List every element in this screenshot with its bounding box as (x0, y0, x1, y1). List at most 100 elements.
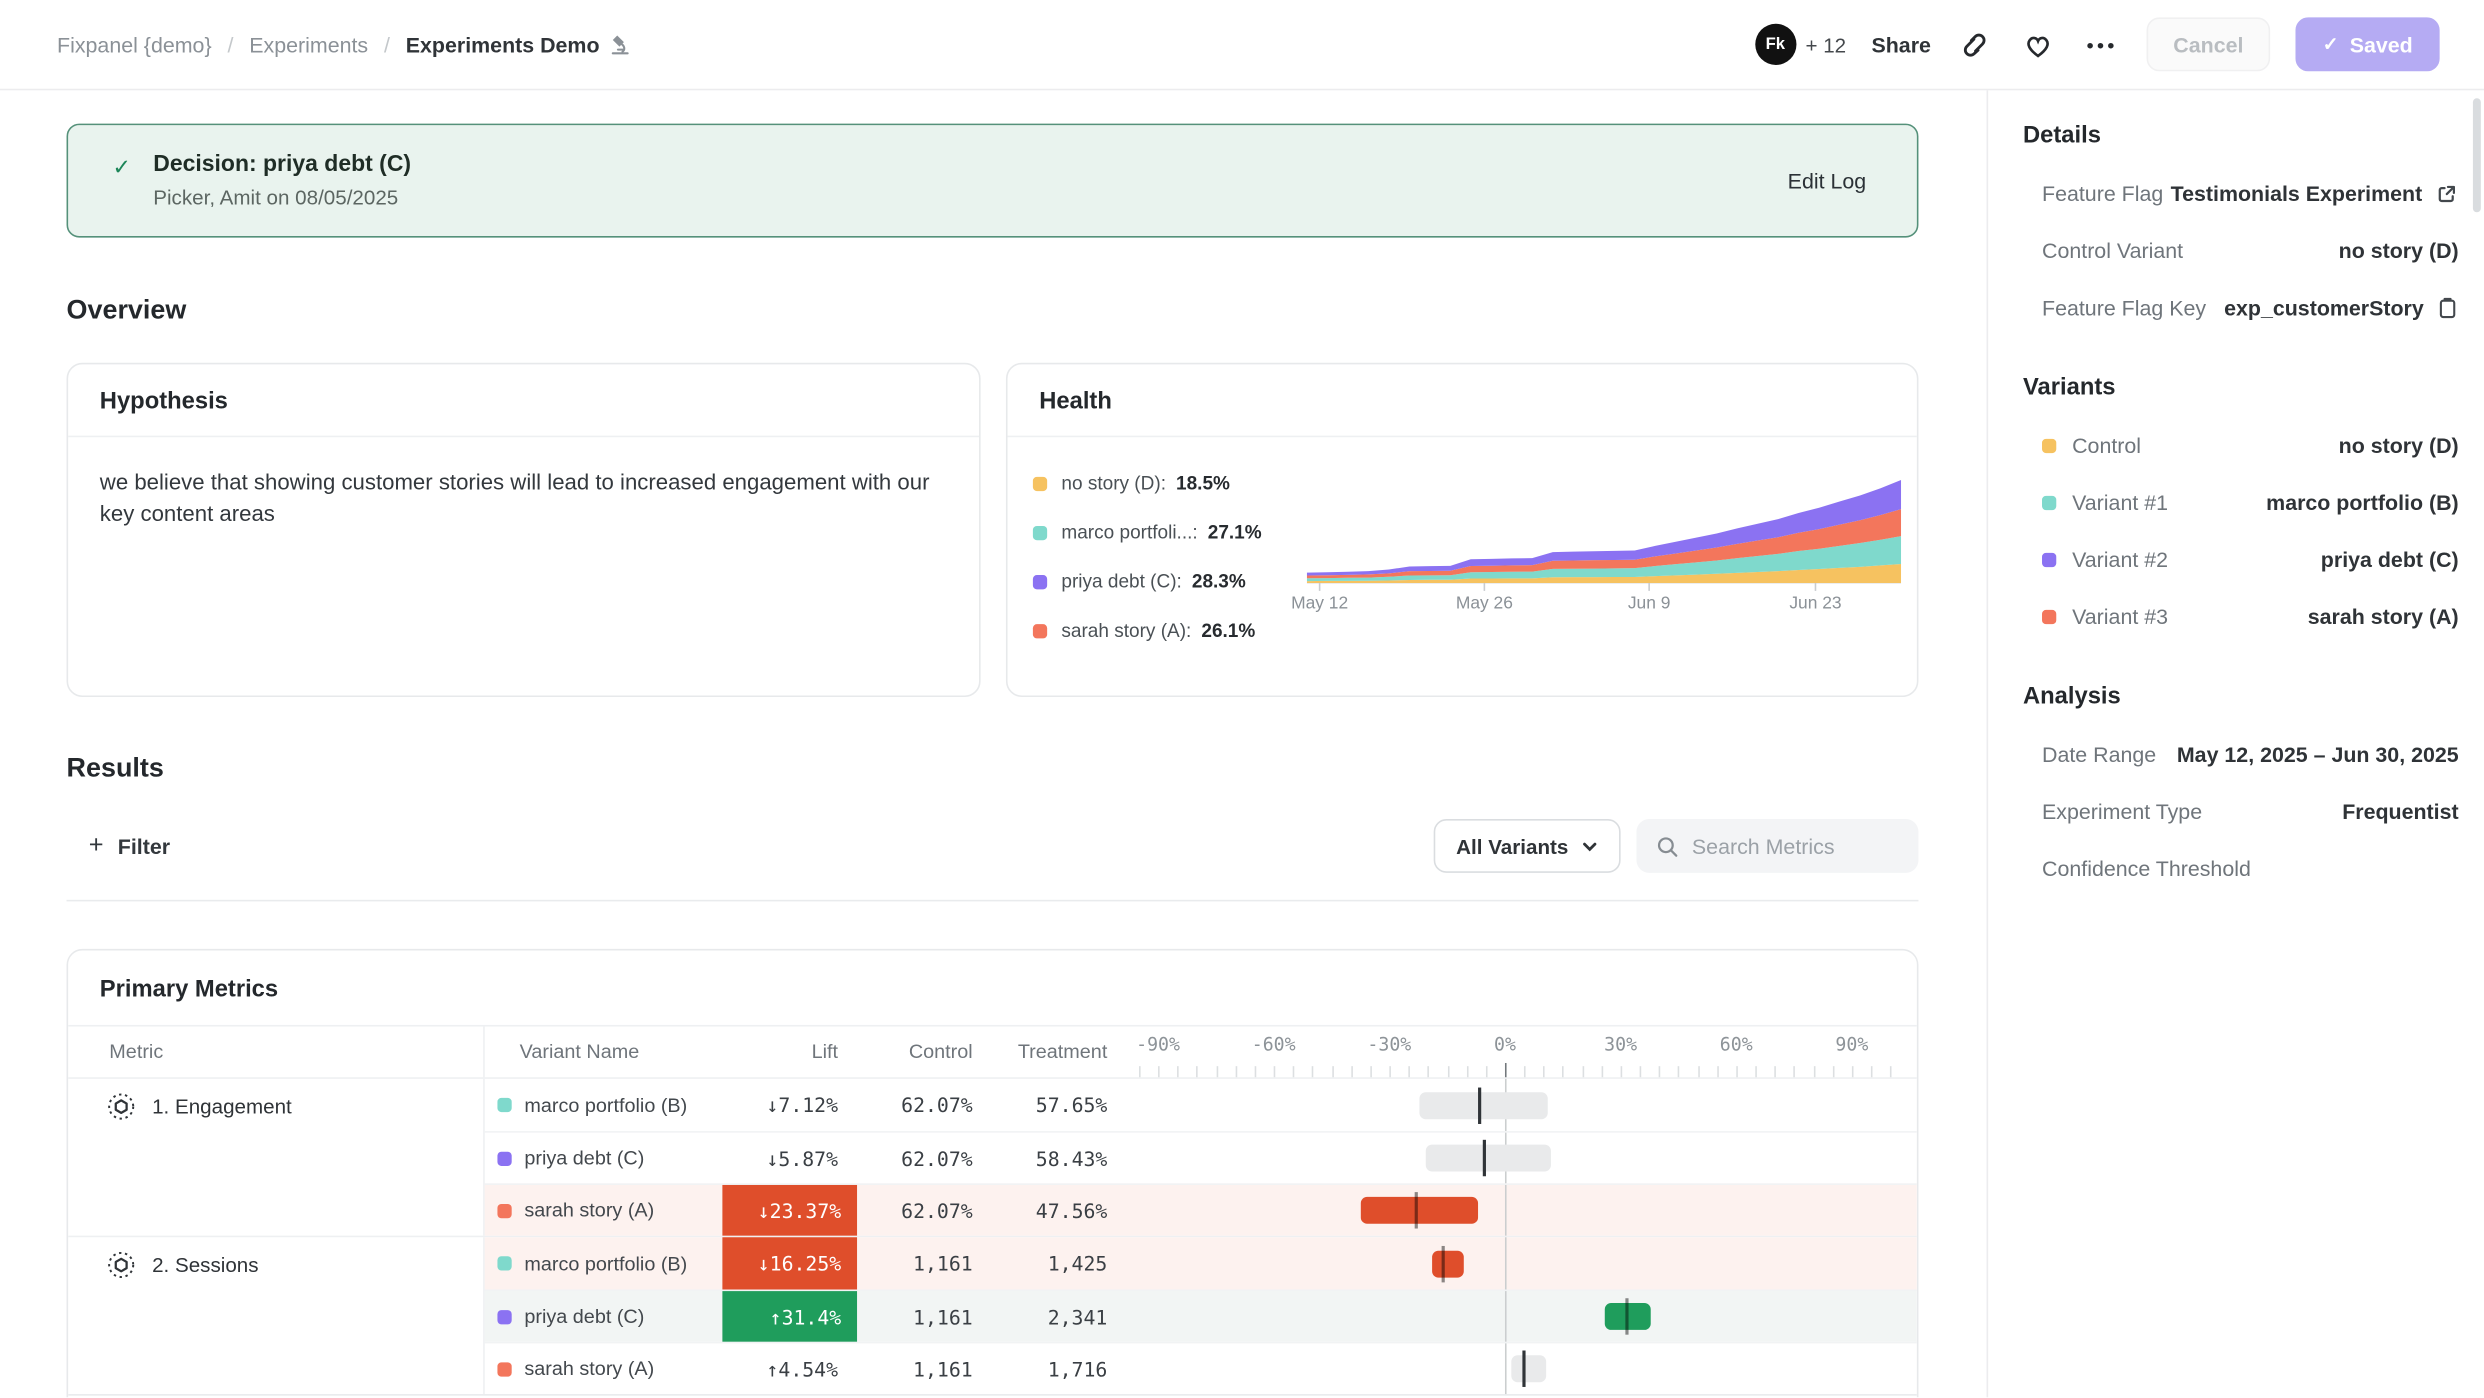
variant-name: priya debt (C) (524, 1305, 645, 1328)
treatment-value: 47.56% (1035, 1198, 1108, 1223)
share-button[interactable]: Share (1871, 32, 1931, 57)
legend-swatch (1032, 623, 1048, 638)
axis-tick (1562, 1066, 1565, 1078)
add-metric-button[interactable]: + Add (68, 1394, 1917, 1397)
variant-result-row[interactable]: priya debt (C) ↓5.87% 62.07% 58.43% (484, 1131, 1917, 1184)
control-value: 62.07% (901, 1093, 973, 1117)
legend-item[interactable]: no story (D): 18.5% (1032, 472, 1307, 495)
search-metrics-input[interactable] (1691, 834, 1898, 858)
axis-zero-tick (1504, 1062, 1507, 1078)
avatar[interactable]: Fk (1754, 23, 1796, 65)
legend-swatch (1032, 574, 1048, 589)
decision-check-icon: ✓ (112, 153, 132, 180)
feature-flag-key-row: Feature Flag Key exp_customerStory (2023, 279, 2459, 336)
saved-button[interactable]: ✓ Saved (2295, 17, 2440, 72)
treatment-value: 57.65% (1035, 1093, 1108, 1117)
external-link-icon[interactable] (2435, 181, 2459, 205)
axis-tick (1794, 1066, 1796, 1078)
legend-item[interactable]: sarah story (A): 26.1% (1032, 619, 1307, 642)
add-filter-button[interactable]: + Filter (88, 831, 171, 859)
axis-tick (1254, 1066, 1256, 1078)
variant-swatch (497, 1361, 512, 1376)
divider (66, 899, 1919, 902)
metrics-table-header: Metric Variant Name Lift Control Treatme… (68, 1024, 1917, 1079)
axis-tick (1601, 1066, 1603, 1078)
legend-item[interactable]: marco portfoli...: 27.1% (1032, 521, 1307, 543)
confidence-interval-cell (1126, 1343, 1917, 1395)
copy-clipboard-icon[interactable] (2436, 295, 2458, 319)
legend-swatch (1032, 476, 1048, 491)
variant-swatch (497, 1309, 512, 1324)
axis-tick (1158, 1066, 1160, 1078)
variant-swatch (2042, 609, 2057, 624)
variant-swatch (2042, 438, 2057, 453)
overview-heading: Overview (66, 294, 187, 325)
legend-label: no story (D): 18.5% (1061, 472, 1230, 495)
variant-name: priya debt (C) (524, 1146, 645, 1170)
confidence-interval-cell (1126, 1132, 1917, 1184)
metric-cell[interactable]: 1. Engagement (68, 1078, 485, 1236)
lift-value: ↓7.12% (766, 1093, 839, 1117)
variant-result-row[interactable]: sarah story (A) ↓23.37% 62.07% 47.56% (484, 1183, 1917, 1236)
variant-result-row[interactable]: priya debt (C) ↑31.4% 1,161 2,341 (484, 1289, 1917, 1342)
axis-tick (1466, 1066, 1468, 1078)
breadcrumb-experiments[interactable]: Experiments (249, 32, 369, 57)
variant-name: sarah story (A) (524, 1199, 655, 1222)
variant-cell: priya debt (C) (485, 1305, 723, 1328)
primary-metrics-title: Primary Metrics (99, 975, 279, 1003)
axis-tick (1813, 1066, 1815, 1078)
variant-swatch (497, 1256, 512, 1271)
lift-cell: ↑4.54% (722, 1343, 857, 1394)
scrollbar-thumb[interactable] (2472, 98, 2481, 213)
lift-value: ↓5.87% (766, 1146, 839, 1170)
collaborators-count[interactable]: + 12 (1805, 32, 1847, 57)
variants-heading: Variants (2023, 373, 2116, 401)
confidence-interval-bar (1605, 1302, 1652, 1330)
more-options-button[interactable]: ••• (2086, 32, 2118, 57)
main-content: ✓ Decision: priya debt (C) Picker, Amit … (0, 90, 1989, 1398)
copy-link-icon[interactable] (1956, 25, 1994, 63)
variant-swatch (2042, 495, 2057, 510)
top-actions: Fk + 12 Share ••• Cancel ✓ Saved (1754, 17, 2440, 72)
variants-filter-dropdown[interactable]: All Variants (1433, 819, 1621, 873)
axis-tick (1138, 1066, 1141, 1078)
axis-tick (1851, 1066, 1854, 1078)
confidence-interval-bar (1431, 1249, 1465, 1277)
variant-swatch (497, 1150, 512, 1166)
legend-label: priya debt (C): 28.3% (1061, 570, 1246, 593)
hypothesis-card: Hypothesis we believe that showing custo… (66, 362, 981, 698)
health-chart: May 12 May 26 Jun 9 Jun 23 (1291, 453, 1902, 668)
axis-tick (1292, 1066, 1295, 1078)
search-metrics-box (1636, 819, 1919, 873)
control-value: 62.07% (901, 1198, 973, 1223)
lift-chip: ↓23.37% (722, 1184, 858, 1236)
metric-cell[interactable]: 2. Sessions (68, 1237, 485, 1395)
decision-subtitle: Picker, Amit on 08/05/2025 (153, 185, 399, 210)
legend-item[interactable]: priya debt (C): 28.3% (1032, 570, 1307, 593)
treatment-value: 1,425 (1047, 1251, 1108, 1276)
metric-group: 1. Engagement marco portfolio (B) ↓7.12%… (68, 1078, 1917, 1238)
decision-banner: ✓ Decision: priya debt (C) Picker, Amit … (66, 123, 1919, 238)
feature-flag-link[interactable]: Testimonials Experiment (2170, 181, 2423, 206)
axis-tick (1408, 1066, 1411, 1078)
breadcrumb-current: Experiments Demo (406, 32, 633, 56)
variant-result-row[interactable]: marco portfolio (B) ↓16.25% 1,161 1,425 (484, 1237, 1917, 1290)
axis-tick (1716, 1066, 1719, 1078)
check-icon: ✓ (2322, 33, 2339, 56)
variant-row: Control no story (D) (2023, 417, 2459, 474)
variant-result-row[interactable]: sarah story (A) ↑4.54% 1,161 1,716 (484, 1341, 1917, 1395)
axis-label: 90% (1835, 1032, 1869, 1056)
confidence-interval-cell (1126, 1291, 1917, 1342)
breadcrumb-project[interactable]: Fixpanel {demo} (57, 32, 212, 57)
variant-name: sarah story (A) (524, 1357, 655, 1380)
cancel-button[interactable]: Cancel (2146, 17, 2271, 72)
control-value: 1,161 (913, 1356, 973, 1381)
variant-result-row[interactable]: marco portfolio (B) ↓7.12% 62.07% 57.65% (485, 1078, 1917, 1132)
edit-log-button[interactable]: Edit Log (1787, 168, 1867, 193)
favorite-heart-icon[interactable] (2020, 25, 2058, 63)
zero-line (1504, 1291, 1507, 1342)
variant-swatch (497, 1203, 512, 1218)
axis-tick (1427, 1066, 1430, 1078)
variant-row: Variant #3 sarah story (A) (2023, 588, 2459, 645)
metric-goal-icon (108, 1093, 135, 1120)
